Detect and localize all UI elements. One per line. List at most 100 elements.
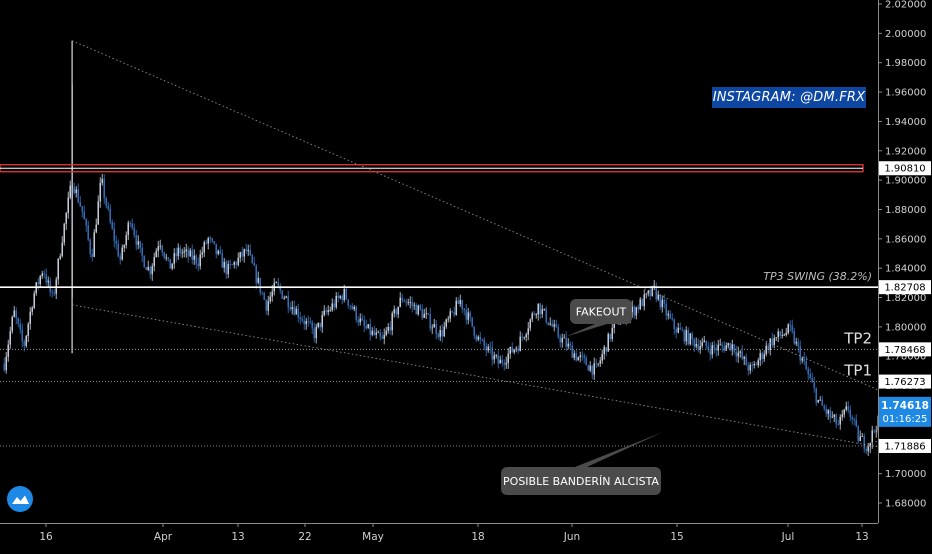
candle-body [108, 206, 109, 209]
candle-body [4, 364, 5, 371]
candle-body [844, 410, 845, 415]
candle-body [226, 262, 227, 274]
candle-body [430, 314, 431, 328]
candle-body [190, 250, 191, 256]
candle-body [184, 251, 185, 252]
candle-body [142, 248, 143, 256]
candle-body [440, 330, 441, 337]
callout-fakeout-text: FAKEOUT [576, 306, 627, 319]
candle-body [502, 360, 503, 363]
candle-body [120, 256, 121, 259]
candle-body [662, 300, 663, 307]
candle-body [150, 267, 151, 274]
candle-body [494, 355, 495, 359]
candle-body [790, 324, 791, 325]
candle-body [500, 360, 501, 364]
candle-body [396, 309, 397, 314]
price-tick-label: 2.02000 [885, 0, 926, 11]
price-tick-label: 1.70000 [885, 469, 926, 480]
candle-body [854, 419, 855, 420]
candle-body [246, 249, 247, 251]
candle-body [310, 322, 311, 323]
candle-body [140, 241, 141, 248]
candle-body [126, 235, 127, 245]
candle-body [328, 310, 329, 312]
candle-body [112, 222, 113, 229]
candle-body [758, 360, 759, 365]
candle-body [812, 378, 813, 382]
candle-body [46, 274, 47, 282]
candle-body [182, 252, 183, 253]
candle-body [304, 321, 305, 324]
candle-body [80, 202, 81, 206]
candle-body [770, 339, 771, 350]
candle-body [570, 344, 571, 346]
candle-body [760, 353, 761, 360]
candle-body [830, 410, 831, 417]
candle-body [248, 250, 249, 251]
candle-body [362, 318, 363, 320]
candle-body [48, 281, 49, 283]
callout-flag-text: POSIBLE BANDERÍN ALCISTA [503, 475, 659, 488]
candle-body [290, 307, 291, 309]
candle-body [264, 293, 265, 300]
candle-body [724, 346, 725, 351]
candle-body [682, 330, 683, 331]
candle-body [152, 266, 153, 274]
candle-body [356, 307, 357, 320]
candle-body [504, 363, 505, 365]
candle-body [514, 350, 515, 353]
candle-body [704, 341, 705, 343]
candle-body [272, 291, 273, 296]
candle-body [74, 187, 75, 193]
price-tick-label: 1.84000 [885, 264, 926, 275]
candle-body [234, 262, 235, 264]
level-price-label: 1.82708 [884, 283, 925, 294]
candle-body [50, 281, 51, 292]
candle-body [114, 229, 115, 241]
candle-body [742, 351, 743, 358]
candle-body [862, 436, 863, 437]
tradingview-logo-icon[interactable] [7, 486, 33, 512]
candle-body [202, 253, 203, 255]
candle-body [194, 256, 195, 260]
candle-body [866, 449, 867, 451]
candle-body [404, 300, 405, 301]
candle-body [138, 241, 139, 245]
candle-body [446, 320, 447, 327]
candle-body [848, 406, 849, 409]
candle-body [366, 326, 367, 328]
candle-body [806, 361, 807, 369]
candle-body [716, 348, 717, 350]
time-tick-label: Jul [781, 531, 795, 543]
candle-body [238, 258, 239, 265]
candle-body [778, 331, 779, 337]
candle-body [788, 324, 789, 332]
candle-body [688, 330, 689, 344]
candle-body [530, 319, 531, 328]
candle-body [538, 304, 539, 315]
candle-body [612, 328, 613, 339]
candle-body [512, 347, 513, 352]
candle-body [666, 304, 667, 315]
candle-body [634, 307, 635, 316]
candle-body [222, 253, 223, 267]
time-tick-label: Apr [154, 531, 173, 543]
candle-body [398, 307, 399, 315]
candle-body [510, 347, 511, 354]
candle-body [864, 436, 865, 449]
candle-body [726, 345, 727, 350]
candle-body [54, 293, 55, 294]
candle-body [370, 324, 371, 335]
candle-body [582, 355, 583, 356]
candle-body [518, 348, 519, 351]
candle-body [596, 363, 597, 364]
candle-body [14, 311, 15, 317]
candle-body [484, 340, 485, 346]
price-tick-label: 1.68000 [885, 499, 926, 510]
candle-body [640, 299, 641, 309]
candle-body [62, 243, 63, 256]
candle-body [810, 374, 811, 378]
